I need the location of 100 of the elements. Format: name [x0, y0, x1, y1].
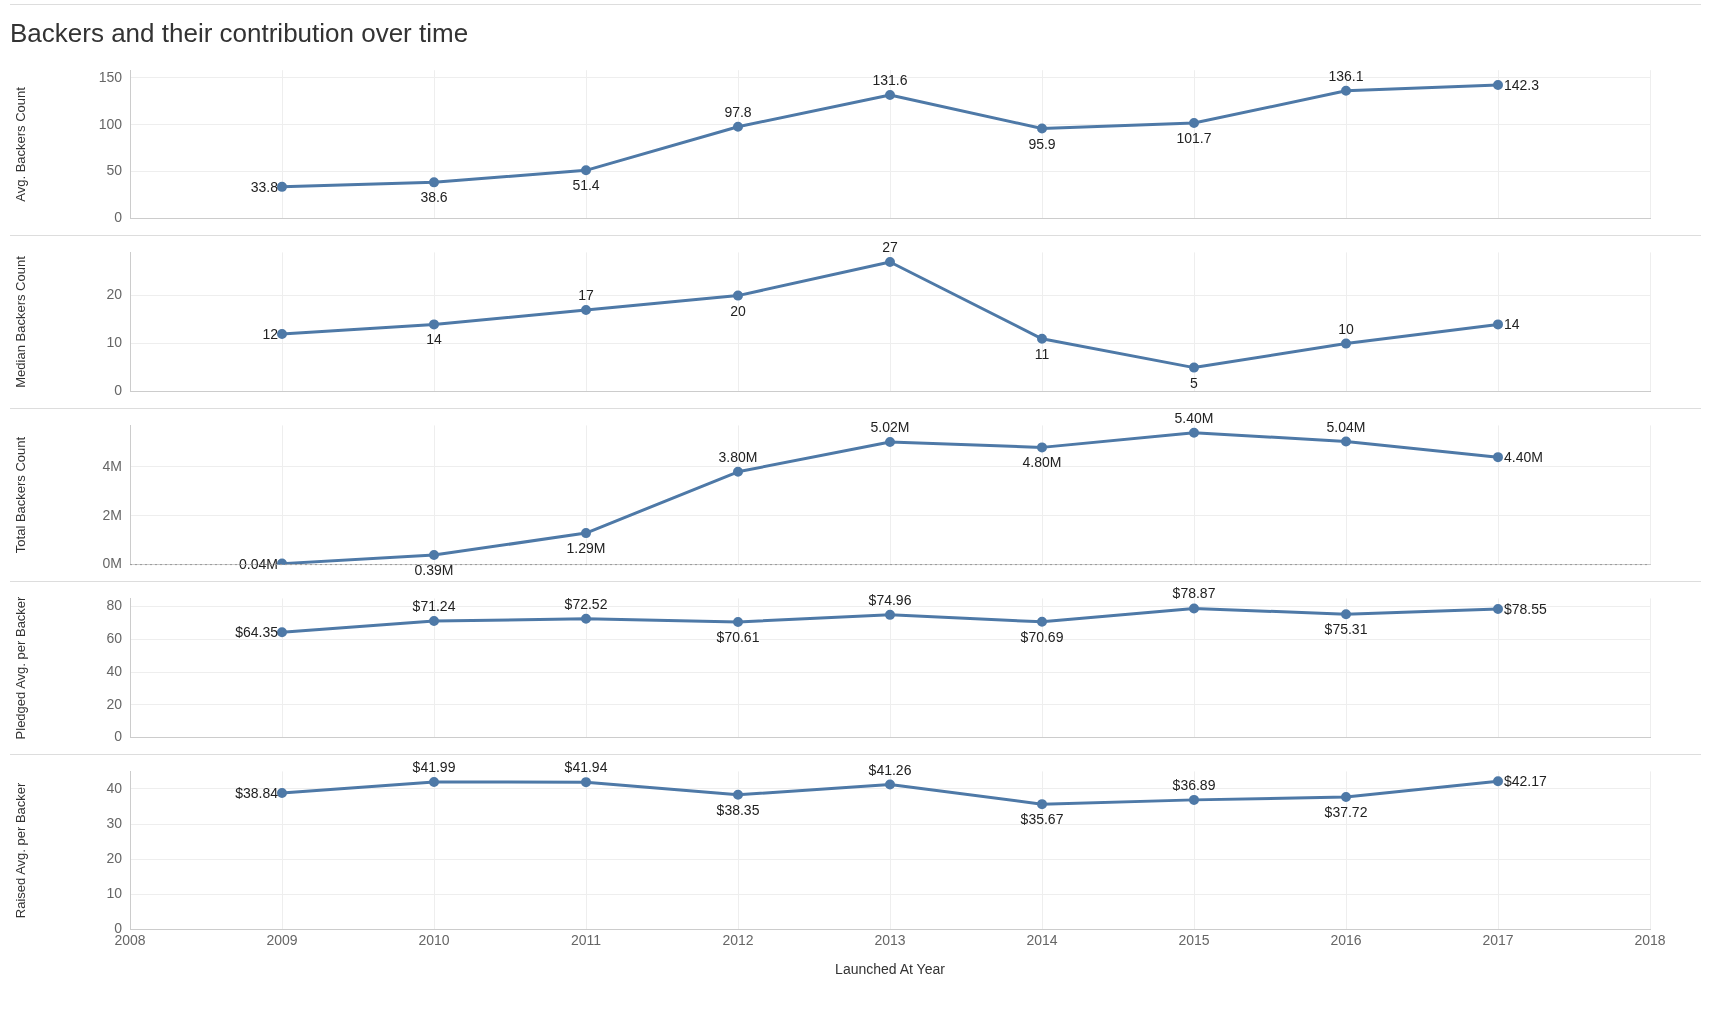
data-label: 5.02M: [870, 419, 910, 436]
data-label: 5.04M: [1326, 418, 1366, 435]
data-label: $42.17: [1504, 773, 1548, 790]
y-tick-label: 0: [114, 728, 123, 745]
data-label: 4.80M: [1022, 454, 1062, 471]
x-tick-label: 2012: [722, 931, 754, 948]
point: [885, 90, 895, 100]
point: [1189, 794, 1199, 805]
point: [885, 779, 895, 790]
point: [733, 121, 743, 132]
data-label: 4.40M: [1504, 449, 1543, 466]
data-label: $78.87: [1172, 585, 1216, 602]
data-label: $70.69: [1020, 628, 1064, 645]
point: [581, 613, 591, 624]
point: [733, 290, 743, 301]
data-label: $71.24: [412, 597, 456, 614]
data-label: 3.80M: [718, 448, 758, 465]
point: [1037, 123, 1047, 134]
data-label: $41.99: [412, 758, 456, 775]
y-tick-label: 20: [106, 695, 123, 712]
y-axis-title: Total Backers Count: [13, 436, 29, 554]
data-label: $64.35: [235, 624, 279, 641]
y-axis-title: Avg. Backers Count: [13, 86, 29, 202]
x-axis-title: Launched At Year: [835, 961, 946, 978]
y-axis-title: Raised Avg. per Backer: [13, 781, 29, 919]
data-label: 27: [882, 239, 898, 255]
y-tick-label: 30: [106, 814, 123, 831]
data-label: 136.1: [1328, 67, 1364, 84]
y-tick-label: 10: [106, 334, 123, 351]
y-tick-label: 0M: [102, 555, 122, 572]
point: [277, 329, 287, 339]
data-label: 38.6: [420, 189, 448, 206]
y-tick-label: 100: [98, 115, 123, 132]
point: [1037, 442, 1047, 453]
point: [1493, 776, 1503, 787]
x-tick-label: 2014: [1026, 931, 1058, 948]
point: [1037, 616, 1047, 627]
y-tick-label: 60: [106, 630, 123, 647]
point: [429, 550, 439, 561]
point: [1341, 609, 1351, 620]
point: [885, 257, 895, 267]
point: [1493, 603, 1503, 614]
data-label: $38.84: [235, 785, 279, 802]
point: [1189, 603, 1199, 614]
data-label: $37.72: [1324, 803, 1368, 820]
data-label: 97.8: [724, 103, 752, 120]
x-tick-label: 2010: [418, 931, 450, 948]
data-label: 51.4: [572, 177, 600, 194]
y-tick-label: 40: [106, 662, 123, 679]
y-tick-label: 20: [106, 286, 123, 303]
x-tick-label: 2011: [570, 931, 602, 948]
x-tick-label: 2015: [1178, 931, 1210, 948]
point: [733, 789, 743, 800]
data-label: $38.35: [716, 801, 760, 818]
data-label: 14: [426, 331, 442, 348]
data-label: 142.3: [1504, 76, 1540, 93]
data-label: $74.96: [868, 591, 912, 608]
data-label: 33.8: [250, 178, 279, 195]
data-label: 131.6: [872, 72, 908, 88]
y-axis-title: Median Backers Count: [13, 255, 29, 388]
data-label: $72.52: [564, 595, 608, 612]
point: [1341, 436, 1351, 447]
y-axis-title: Pledged Avg. per Backer: [13, 595, 29, 740]
y-tick-label: 0: [114, 382, 123, 399]
data-label: $70.61: [716, 628, 760, 645]
y-tick-label: 2M: [102, 506, 122, 523]
x-tick-label: 2009: [266, 931, 298, 948]
point: [1493, 319, 1503, 330]
point: [1493, 79, 1503, 90]
y-tick-label: 40: [106, 779, 123, 796]
point: [581, 777, 591, 788]
point: [581, 305, 591, 315]
data-label: $36.89: [1172, 776, 1216, 793]
x-tick-label: 2016: [1330, 931, 1362, 948]
data-label: 1.29M: [566, 540, 606, 557]
data-label: 11: [1034, 345, 1050, 362]
data-label: 10: [1338, 320, 1354, 337]
point: [429, 776, 439, 787]
point: [1341, 791, 1351, 802]
y-tick-label: 80: [106, 597, 123, 614]
point: [429, 615, 439, 626]
point: [1189, 118, 1199, 129]
y-tick-label: 10: [106, 885, 123, 902]
point: [581, 165, 591, 176]
point: [1189, 362, 1199, 373]
data-label: $35.67: [1020, 811, 1064, 828]
point: [885, 609, 895, 620]
point: [277, 181, 287, 192]
y-tick-label: 4M: [102, 457, 122, 474]
y-tick-label: 50: [106, 162, 123, 179]
data-label: $41.94: [564, 759, 608, 776]
point: [429, 319, 439, 330]
y-tick-label: 0: [114, 209, 123, 226]
point: [1189, 427, 1199, 438]
point: [1341, 85, 1351, 96]
data-label: 20: [730, 302, 746, 319]
data-label: 5: [1190, 374, 1199, 391]
data-label: $75.31: [1324, 621, 1368, 638]
x-tick-label: 2018: [1634, 931, 1666, 948]
data-label: $41.26: [868, 761, 912, 778]
